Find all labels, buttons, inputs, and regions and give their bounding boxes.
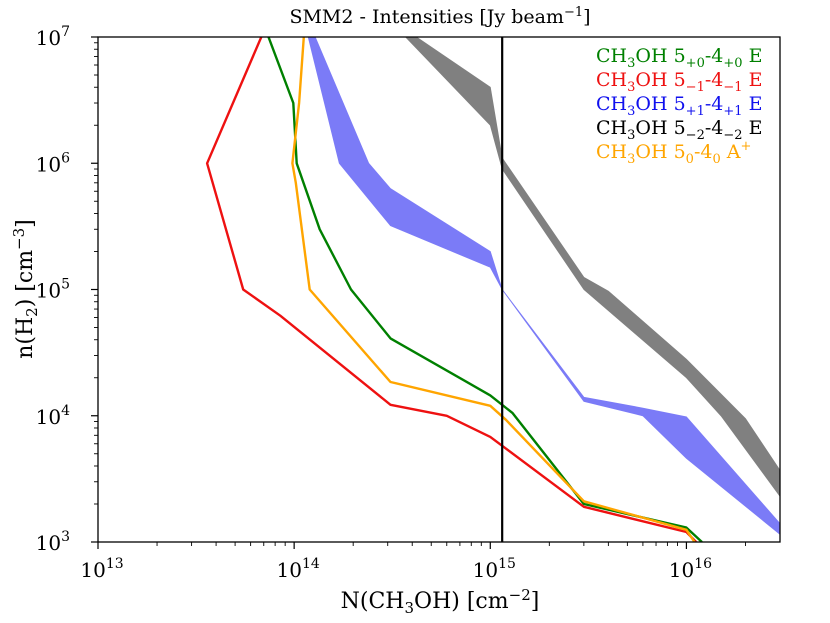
x-tick-label: 1016 — [669, 556, 712, 582]
legend-entry-ch3oh-5-1-4-1-e: CH3OH 5+1-4+1 E — [596, 93, 762, 119]
line-ch3oh-50-40-a — [291, 37, 696, 542]
x-tick-label: 1014 — [276, 556, 319, 582]
y-axis-label: n(H2) [cm−3] — [10, 219, 41, 359]
y-tick-label: 103 — [36, 529, 70, 555]
y-tick-label: 106 — [36, 150, 70, 176]
series-layer — [205, 37, 780, 542]
x-axis-label: N(CH3OH) [cm−2] — [341, 586, 540, 617]
x-tick-label: 1015 — [473, 556, 516, 582]
legend-entry-ch3oh-5-2-4-2-e: CH3OH 5−2-4−2 E — [596, 117, 762, 143]
axis-ticks: 1013 1014 1015 1016 103 104 105 106 107 — [36, 24, 746, 582]
y-tick-label: 107 — [36, 24, 70, 50]
y-tick-label: 104 — [36, 403, 70, 429]
legend-entry-ch3oh-50-40-a: CH3OH 50-40 A+ — [596, 139, 751, 167]
band-ch3oh-5-1-4-1-e — [307, 37, 780, 535]
legend-entry-ch3oh-5-1-4-1-e: CH3OH 5−1-4−1 E — [596, 69, 762, 95]
chart-title: SMM2 - Intensities [Jy beam−1] — [289, 5, 590, 28]
x-tick-label: 1013 — [80, 556, 123, 582]
band-ch3oh-5-2-4-2-e — [405, 37, 780, 497]
legend-entry-ch3oh-5-0-4-0-e: CH3OH 5+0-4+0 E — [596, 45, 762, 71]
line-ch3oh-5-1-4-1-e — [205, 37, 697, 542]
y-tick-label: 105 — [36, 277, 70, 303]
